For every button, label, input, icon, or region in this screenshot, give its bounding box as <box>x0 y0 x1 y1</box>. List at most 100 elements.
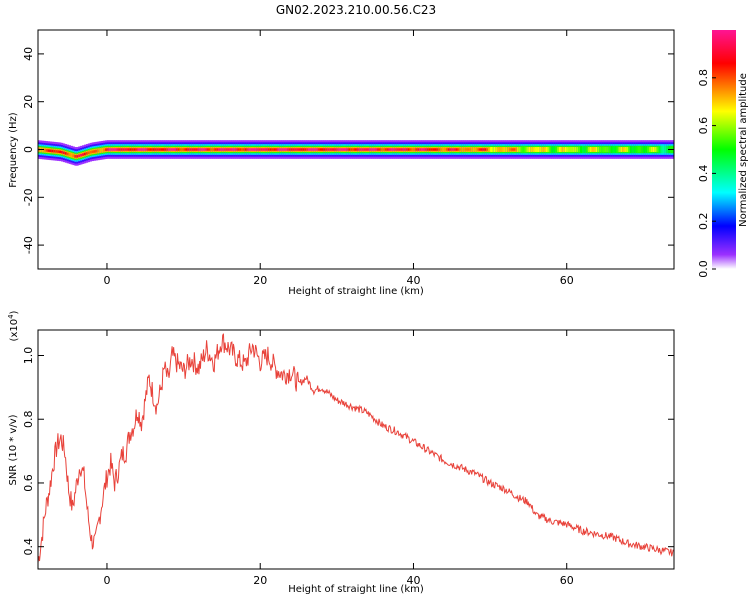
heatmap-cell <box>183 148 186 151</box>
heatmap-cell <box>478 148 481 151</box>
heatmap-cell <box>223 148 227 151</box>
heatmap-cell <box>405 148 409 151</box>
heatmap-cell <box>348 148 351 151</box>
heatmap-cell <box>564 148 568 151</box>
heatmap-cell <box>202 148 206 151</box>
heatmap-cell <box>174 148 177 151</box>
heatmap-cell <box>628 148 631 151</box>
heatmap-cell <box>545 148 548 151</box>
heatmap-cell <box>306 148 309 151</box>
heatmap-cell <box>442 148 445 151</box>
heatmap-cell <box>572 148 575 151</box>
heatmap-cell <box>432 148 435 151</box>
heatmap-cell <box>221 148 225 151</box>
heatmap-cell <box>304 148 307 151</box>
heatmap-x-ticks: 0 20 40 60 <box>103 30 574 287</box>
heatmap-cell <box>110 148 114 151</box>
snr-y-axis-title: SNR (10 * v/v) <box>8 414 19 485</box>
heatmap-cell <box>365 148 368 151</box>
heatmap-cell <box>503 148 506 151</box>
heatmap-cell <box>302 148 305 151</box>
y-tick-label: 0.8 <box>22 410 35 428</box>
heatmap-cell <box>156 148 160 151</box>
heatmap-cell <box>444 148 447 151</box>
heatmap-cell <box>654 148 658 151</box>
heatmap-cell <box>633 148 637 151</box>
heatmap-cell <box>248 148 252 151</box>
heatmap-cell <box>539 148 543 151</box>
heatmap-cell <box>378 148 382 151</box>
heatmap-cell <box>411 148 414 151</box>
heatmap-cell <box>258 148 261 151</box>
heatmap-cell <box>449 148 453 151</box>
heatmap-cell <box>346 148 349 151</box>
heatmap-cell <box>373 148 376 151</box>
heatmap-y-axis-title: Frequency (Hz) <box>8 112 19 188</box>
heatmap-cell <box>244 148 248 151</box>
heatmap-cell <box>511 148 514 151</box>
heatmap-cell <box>629 148 633 151</box>
heatmap-cell <box>164 148 167 151</box>
heatmap-cell <box>534 148 537 151</box>
heatmap-cell <box>417 148 420 151</box>
heatmap-cell <box>175 148 179 151</box>
heatmap-cell <box>465 148 468 151</box>
heatmap-cell <box>486 148 489 151</box>
heatmap-cell <box>352 148 355 151</box>
heatmap-cell <box>59 150 62 154</box>
snr-panel: 0 20 40 60 0.4 0.6 0.8 1.0 Height of straight … <box>7 310 675 595</box>
heatmap-cell <box>457 148 460 151</box>
x-tick-label: 0 <box>103 574 110 587</box>
heatmap-cell <box>382 148 386 151</box>
heatmap-cell <box>329 148 332 151</box>
heatmap-cell <box>591 148 594 151</box>
heatmap-cell <box>227 148 230 151</box>
x-tick-label: 40 <box>406 274 420 287</box>
heatmap-cell <box>652 148 656 151</box>
heatmap-cell <box>616 148 619 151</box>
heatmap-cell <box>327 148 330 151</box>
heatmap-cell <box>83 152 87 156</box>
heatmap-cell <box>60 150 64 154</box>
colorbar-gradient <box>712 30 736 269</box>
heatmap-cell <box>547 148 550 151</box>
heatmap-cell <box>55 150 58 153</box>
heatmap-cell <box>501 148 504 151</box>
heatmap-cell <box>398 148 401 151</box>
heatmap-cell <box>493 148 497 151</box>
heatmap-cell <box>300 148 303 151</box>
heatmap-cell <box>264 148 267 151</box>
heatmap-cell <box>597 148 600 151</box>
y-tick-label: 0.6 <box>22 474 35 492</box>
y-tick-label: 20 <box>22 95 35 109</box>
heatmap-cell <box>428 148 432 151</box>
heatmap-cell <box>606 148 610 151</box>
heatmap-cell <box>122 148 125 151</box>
colorbar-tick-label: 0.0 <box>697 260 710 278</box>
heatmap-cell <box>662 148 665 151</box>
heatmap-cell <box>49 149 52 153</box>
heatmap-cell <box>434 148 437 151</box>
heatmap-cell <box>311 148 315 151</box>
heatmap-cell <box>551 148 554 151</box>
heatmap-cell <box>570 148 573 151</box>
heatmap-cell <box>513 148 516 151</box>
heatmap-cell <box>612 148 616 151</box>
heatmap-cell <box>76 155 79 158</box>
heatmap-cell <box>595 148 598 151</box>
heatmap-cell <box>195 148 198 151</box>
heatmap-cell <box>367 148 370 151</box>
heatmap-cell <box>658 148 661 151</box>
heatmap-cell <box>495 148 499 151</box>
heatmap-cell <box>413 148 416 151</box>
heatmap-cell <box>47 149 50 152</box>
heatmap-cell <box>254 148 257 151</box>
heatmap-cell <box>436 148 439 151</box>
heatmap-cell <box>470 148 474 151</box>
heatmap-cell <box>191 148 194 151</box>
heatmap-cell <box>562 148 566 151</box>
heatmap-cell <box>294 148 298 151</box>
heatmap-cell <box>530 148 533 151</box>
heatmap-cell <box>344 148 347 151</box>
heatmap-cell <box>82 153 85 156</box>
